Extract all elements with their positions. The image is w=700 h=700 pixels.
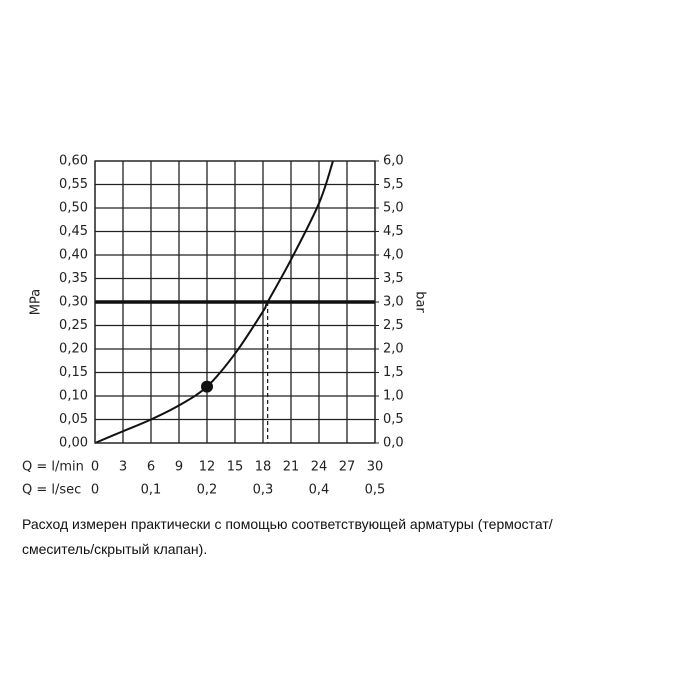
x2-tick-label: 0,2 <box>197 483 218 498</box>
x2-tick-label: 0,1 <box>141 483 162 498</box>
x-tick-label: 24 <box>311 460 328 475</box>
y-tick-label: 0,45 <box>59 224 88 239</box>
y2-tick-label: 3,5 <box>383 271 404 286</box>
y-tick-label: 0,05 <box>59 412 88 427</box>
marker <box>201 380 213 393</box>
curve <box>94 160 334 444</box>
x-axis-label: Q = l/min <box>22 460 84 475</box>
caption: Расход измерен практически с помощью соо… <box>22 516 553 532</box>
x-tick-label: 30 <box>367 460 384 475</box>
x-tick-label: 15 <box>227 460 244 475</box>
x-tick-label: 18 <box>255 460 272 475</box>
caption: смеситель/скрытый клапан). <box>22 541 208 557</box>
x-tick-label: 27 <box>339 460 356 475</box>
y-axis-label: MPa <box>29 289 44 315</box>
x-tick-label: 6 <box>147 460 155 475</box>
y-tick-label: 0,20 <box>59 342 88 357</box>
y-tick-label: 0,50 <box>59 201 88 216</box>
y2-tick-label: 2,0 <box>383 342 404 357</box>
y-tick-label: 0,10 <box>59 389 88 404</box>
y-tick-label: 0,25 <box>59 318 88 333</box>
y2-tick-label: 4,0 <box>383 248 404 263</box>
frame <box>94 160 376 444</box>
x-tick-label: 21 <box>283 460 300 475</box>
y2-tick-label: 0,5 <box>383 412 404 427</box>
y-tick-label: 0,00 <box>59 436 88 451</box>
y-tick-label: 0,55 <box>59 177 88 192</box>
x2-tick-label: 0,5 <box>365 483 386 498</box>
x-tick-label: 12 <box>199 460 216 475</box>
y2-tick-label: 1,0 <box>383 389 404 404</box>
x2-tick-label: 0 <box>91 483 99 498</box>
y2-tick-label: 4,5 <box>383 224 404 239</box>
y2-tick-label: 3,0 <box>383 295 404 310</box>
y2-tick-label: 5,5 <box>383 177 404 192</box>
y-tick-label: 0,30 <box>59 295 88 310</box>
y-tick-label: 0,15 <box>59 365 88 380</box>
x2-tick-label: 0,3 <box>253 483 274 498</box>
y2-tick-label: 0,0 <box>383 436 404 451</box>
y2-tick-label: 2,5 <box>383 318 404 333</box>
x-tick-label: 9 <box>175 460 183 475</box>
y2-tick-label: 5,0 <box>383 201 404 216</box>
y-tick-label: 0,35 <box>59 271 88 286</box>
y-tick-label: 0,40 <box>59 248 88 263</box>
x-tick-label: 0 <box>91 460 99 475</box>
y2-tick-label: 6,0 <box>383 154 404 169</box>
x-tick-label: 3 <box>119 460 127 475</box>
y2-axis-label: bar <box>413 291 428 313</box>
y-tick-label: 0,60 <box>59 154 88 169</box>
x2-axis-label: Q = l/sec <box>22 483 81 498</box>
y2-tick-label: 1,5 <box>383 365 404 380</box>
x2-tick-label: 0,4 <box>309 483 330 498</box>
